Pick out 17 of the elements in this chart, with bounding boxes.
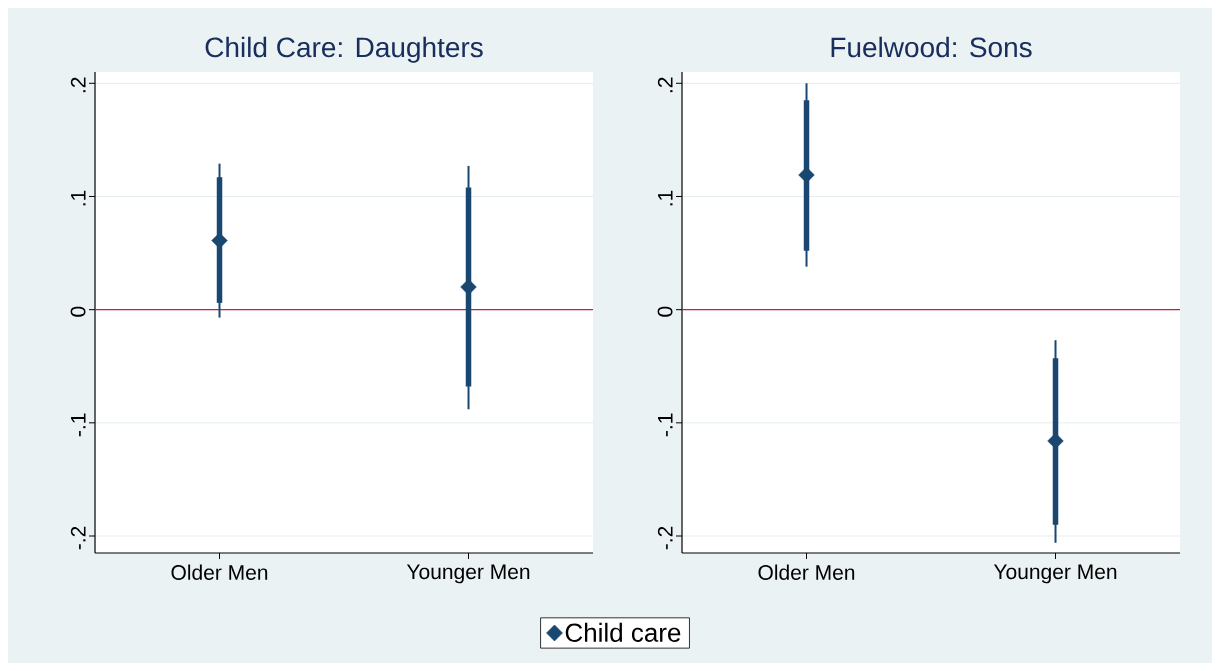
x-tick-label: Older Men [758, 564, 855, 580]
y-tick-label: 0 [70, 306, 86, 317]
y-tick-label: -.2 [70, 526, 86, 550]
y-tick-label: .2 [70, 77, 86, 93]
y-tick-label: -.1 [658, 413, 673, 437]
y-tick-label: .1 [658, 190, 673, 206]
y-tick-label: 0 [657, 306, 673, 317]
x-tick-label: Younger Men [406, 564, 530, 584]
y-tick-label: .1 [71, 190, 86, 206]
chart-title: Fuelwood: Sons [831, 36, 1032, 58]
x-tick-label: Younger Men [993, 564, 1117, 584]
chart-title: Child Care: Daughters [205, 36, 483, 63]
y-tick-label: .2 [657, 77, 673, 93]
legend-label: Child care [565, 622, 681, 642]
x-tick-label: Older Men [171, 564, 268, 580]
y-tick-label: -.1 [71, 413, 86, 437]
y-tick-label: -.2 [657, 526, 673, 550]
